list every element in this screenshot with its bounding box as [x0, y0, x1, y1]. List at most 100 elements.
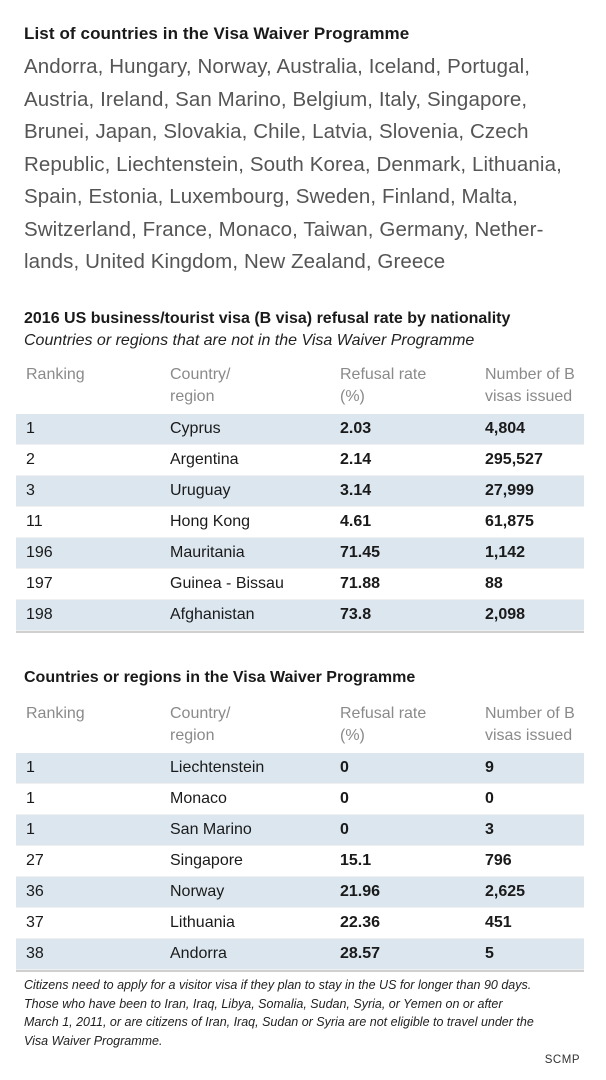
header-country: Country/ region: [170, 705, 231, 744]
cell-visas-issued: 61,875: [475, 506, 584, 538]
cell-visas-issued: 4,804: [475, 414, 584, 445]
table1-bottom-rule: [16, 631, 584, 633]
cell-country: Uruguay: [160, 475, 330, 507]
cell-country: Guinea - Bissau: [160, 568, 330, 600]
cell-visas-issued: 27,999: [475, 475, 584, 507]
footnote-line: March 1, 2011, or are citizens of Iran, …: [24, 1015, 534, 1029]
table-row: 1 Monaco 0 0: [16, 783, 584, 815]
table-row: 1 Cyprus 2.03 4,804: [16, 414, 584, 445]
country-list-line: lands, United Kingdom, New Zealand, Gree…: [24, 250, 446, 273]
vwp-list-title: List of countries in the Visa Waiver Pro…: [24, 24, 410, 43]
cell-refusal-rate: 0: [330, 753, 475, 784]
cell-ranking: 3: [16, 475, 160, 507]
cell-ranking: 2: [16, 444, 160, 476]
table1-title: 2016 US business/tourist visa (B visa) r…: [24, 310, 511, 327]
cell-ranking: 1: [16, 753, 160, 784]
cell-ranking: 1: [16, 783, 160, 815]
cell-ranking: 198: [16, 599, 160, 631]
non-vwp-table-section: 2016 US business/tourist visa (B visa) r…: [16, 310, 586, 633]
header-ranking: Ranking: [26, 705, 85, 722]
country-list-line: Switzerland, France, Monaco, Taiwan, Ger…: [24, 217, 544, 241]
cell-refusal-rate: 71.45: [330, 537, 475, 569]
country-list-line: Austria, Ireland, San Marino, Belgium, I…: [24, 87, 528, 111]
cell-country: Afghanistan: [160, 599, 330, 631]
header-ranking: Ranking: [26, 366, 85, 383]
vwp-country-list: Andorra, Hungary, Norway, Australia, Ice…: [24, 51, 586, 279]
cell-ranking: 11: [16, 506, 160, 538]
table-row: 11 Hong Kong 4.61 61,875: [16, 506, 584, 538]
cell-visas-issued: 9: [475, 753, 584, 784]
cell-visas-issued: 3: [475, 814, 584, 846]
cell-ranking: 37: [16, 907, 160, 939]
table-row: 1 San Marino 0 3: [16, 814, 584, 846]
cell-visas-issued: 1,142: [475, 537, 584, 569]
cell-refusal-rate: 4.61: [330, 506, 475, 538]
table-header-row: Ranking Country/ region Refusal rate (%)…: [16, 697, 584, 753]
header-visas-issued: Number of B visas issued: [485, 366, 575, 405]
cell-country: Norway: [160, 876, 330, 908]
header-refusal-rate: Refusal rate (%): [340, 366, 427, 405]
cell-country: Monaco: [160, 783, 330, 815]
cell-ranking: 38: [16, 938, 160, 970]
header-visas-issued: Number of B visas issued: [485, 705, 575, 744]
cell-refusal-rate: 0: [330, 814, 475, 846]
cell-ranking: 36: [16, 876, 160, 908]
header-refusal-rate: Refusal rate (%): [340, 705, 427, 744]
cell-refusal-rate: 73.8: [330, 599, 475, 631]
table-row: 1 Liechtenstein 0 9: [16, 753, 584, 784]
footnote: Citizens need to apply for a visitor vis…: [24, 976, 586, 1050]
cell-ranking: 27: [16, 845, 160, 877]
country-list-line: Spain, Estonia, Luxembourg, Sweden, Finl…: [24, 185, 518, 208]
cell-country: Mauritania: [160, 537, 330, 569]
non-vwp-refusal-table: Ranking Country/ region Refusal rate (%)…: [16, 358, 584, 631]
cell-country: San Marino: [160, 814, 330, 846]
cell-refusal-rate: 2.03: [330, 414, 475, 445]
cell-visas-issued: 0: [475, 783, 584, 815]
cell-visas-issued: 2,098: [475, 599, 584, 631]
cell-ranking: 1: [16, 814, 160, 846]
cell-visas-issued: 88: [475, 568, 584, 600]
country-list-line: Republic, Liechtenstein, South Korea, De…: [24, 152, 562, 176]
cell-refusal-rate: 71.88: [330, 568, 475, 600]
table-header-row: Ranking Country/ region Refusal rate (%)…: [16, 358, 584, 414]
footnote-line: Those who have been to Iran, Iraq, Libya…: [24, 996, 503, 1011]
cell-country: Argentina: [160, 444, 330, 476]
table-row: 196 Mauritania 71.45 1,142: [16, 537, 584, 569]
table-row: 27 Singapore 15.1 796: [16, 845, 584, 877]
cell-refusal-rate: 2.14: [330, 444, 475, 476]
cell-visas-issued: 451: [475, 907, 584, 939]
cell-country: Andorra: [160, 938, 330, 970]
cell-country: Cyprus: [160, 414, 330, 445]
footnote-line: Visa Waiver Programme.: [24, 1033, 163, 1048]
cell-visas-issued: 2,625: [475, 876, 584, 908]
cell-visas-issued: 796: [475, 845, 584, 877]
cell-refusal-rate: 15.1: [330, 845, 475, 877]
table-row: 198 Afghanistan 73.8 2,098: [16, 599, 584, 631]
cell-refusal-rate: 3.14: [330, 475, 475, 507]
table-row: 37 Lithuania 22.36 451: [16, 907, 584, 939]
country-list-line: Brunei, Japan, Slovakia, Chile, Latvia, …: [24, 120, 529, 143]
table-row: 3 Uruguay 3.14 27,999: [16, 475, 584, 507]
vwp-table-section: Countries or regions in the Visa Waiver …: [16, 669, 586, 972]
cell-refusal-rate: 22.36: [330, 907, 475, 939]
table2-bottom-rule: [16, 970, 584, 972]
source-credit: SCMP: [544, 1054, 580, 1066]
table2-title: Countries or regions in the Visa Waiver …: [24, 669, 416, 686]
vwp-country-list-section: List of countries in the Visa Waiver Pro…: [24, 24, 586, 279]
country-list-line: Andorra, Hungary, Norway, Australia, Ice…: [24, 55, 531, 78]
footnote-line: Citizens need to apply for a visitor vis…: [24, 978, 532, 992]
cell-country: Hong Kong: [160, 506, 330, 538]
header-country: Country/ region: [170, 366, 231, 405]
cell-ranking: 196: [16, 537, 160, 569]
cell-refusal-rate: 28.57: [330, 938, 475, 970]
cell-visas-issued: 5: [475, 938, 584, 970]
cell-ranking: 1: [16, 414, 160, 445]
cell-visas-issued: 295,527: [475, 444, 584, 476]
cell-refusal-rate: 0: [330, 783, 475, 815]
cell-refusal-rate: 21.96: [330, 876, 475, 908]
cell-country: Lithuania: [160, 907, 330, 939]
cell-country: Singapore: [160, 845, 330, 877]
table-row: 2 Argentina 2.14 295,527: [16, 444, 584, 476]
table-row: 197 Guinea - Bissau 71.88 88: [16, 568, 584, 600]
cell-country: Liechtenstein: [160, 753, 330, 784]
